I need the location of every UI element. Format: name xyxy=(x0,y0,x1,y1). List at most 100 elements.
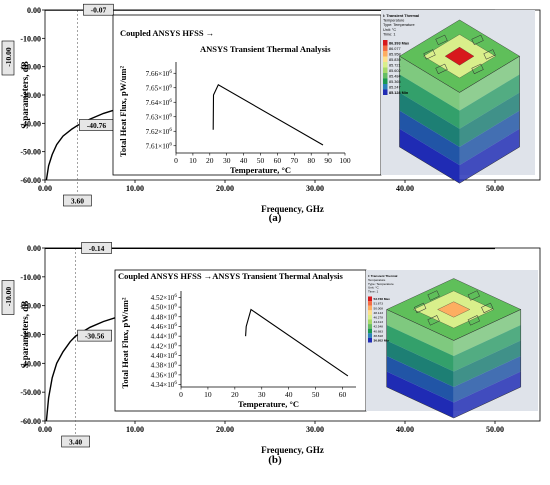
x-tick-label: 50.00 xyxy=(486,184,504,193)
inset-x-tick-label: 70 xyxy=(291,156,299,165)
inset-y-tick-exponent: 6 xyxy=(174,351,177,357)
y-tick-label: -50.00 xyxy=(20,388,41,397)
inset-x-label: Temperature, °C xyxy=(238,399,299,409)
thermal-legend-swatch xyxy=(383,84,388,90)
inset-y-tick-label: 4.34×106 xyxy=(151,380,178,389)
marker-top-label: -0.14 xyxy=(89,244,105,253)
thermal-legend-title: I: Transient Thermal xyxy=(383,14,419,18)
inset-y-tick-exponent: 6 xyxy=(174,303,177,309)
thermal-legend-line: Type: Temperature xyxy=(383,23,415,27)
panel-caption: (b) xyxy=(268,454,282,466)
thermal-legend-value: 40.683 xyxy=(374,329,384,333)
thermal-right-band xyxy=(459,92,520,147)
thermal-pad xyxy=(427,290,440,301)
thermal-legend-swatch xyxy=(383,67,388,73)
thermal-pad xyxy=(483,49,496,60)
thermal-right-band xyxy=(453,371,521,419)
y-marker-box xyxy=(1,280,15,315)
y-tick-label: -20.00 xyxy=(20,302,41,311)
thermal-legend-value: 53.738 Max xyxy=(374,297,391,301)
thermal-legend-value: 44.413 xyxy=(374,320,384,324)
thermal-legend-value: 48.143 xyxy=(374,311,384,315)
thermal-legend-value: 85.721 xyxy=(389,64,401,68)
thermal-legend-swatch xyxy=(368,301,372,306)
inset-y-tick-label: 7.65×106 xyxy=(146,83,173,92)
inset-subtitle: ANSYS Transient Thermal Analysis xyxy=(200,44,331,54)
inset-x-tick-label: 0 xyxy=(179,390,183,399)
thermal-legend-line: Time: 1 xyxy=(368,290,378,294)
thermal-legend-swatch xyxy=(368,296,372,302)
thermal-hotspot xyxy=(437,301,471,318)
thermal-left-band xyxy=(399,128,460,184)
x-tick-label: 50.00 xyxy=(486,425,504,434)
inset-y-tick-exponent: 6 xyxy=(174,312,177,318)
thermal-pad xyxy=(467,290,480,301)
thermal-pad xyxy=(414,302,427,314)
thermal-right-band xyxy=(459,56,520,111)
thermal-block-outline xyxy=(399,55,520,184)
inset-x-tick-label: 50 xyxy=(257,156,265,165)
inset-x-tick-label: 40 xyxy=(285,390,293,399)
inset-x-label: Temperature, °C xyxy=(230,165,291,175)
y-tick-label: -20.00 xyxy=(20,63,41,72)
inset-y-tick-label: 4.44×106 xyxy=(151,332,178,341)
thermal-legend-value: 50.008 xyxy=(374,306,384,310)
y-tick-label: 0.00 xyxy=(27,6,41,15)
x-axis-label: Frequency, GHz xyxy=(261,445,324,455)
y-tick-label: -60.00 xyxy=(20,176,41,185)
thermal-legend-swatch xyxy=(383,45,388,51)
thermal-right-band xyxy=(459,110,520,166)
marker-top-label: -0.07 xyxy=(91,6,107,15)
y-tick-label: -10.00 xyxy=(20,34,41,43)
thermal-legend-swatch xyxy=(383,73,388,79)
y-marker-label: -10.00 xyxy=(4,287,13,307)
x-tick-label: 20.00 xyxy=(216,184,234,193)
inset-x-tick-label: 40 xyxy=(240,156,248,165)
thermal-legend-line: Temperature xyxy=(368,278,386,282)
inset-y-tick-label: 4.46×106 xyxy=(151,322,178,331)
thermal-pad xyxy=(481,302,494,314)
thermal-legend-value: 85.839 xyxy=(389,58,401,62)
inset-x-tick-label: 30 xyxy=(223,156,231,165)
thermal-legend-line: Temperature xyxy=(383,19,404,23)
y-tick-label: -10.00 xyxy=(20,273,41,282)
inset-x-tick-label: 80 xyxy=(307,156,315,165)
inset-x-tick-label: 60 xyxy=(339,390,347,399)
thermal-legend-swatch xyxy=(368,333,372,338)
inset-y-label: Total Heat Flux, pW/um² xyxy=(120,297,130,388)
thermal-right-band xyxy=(459,74,520,129)
inset-title: Coupled ANSYS HFSS →ANSYS Transient Ther… xyxy=(118,271,344,281)
inset-x-tick-label: 0 xyxy=(174,156,178,165)
marker-top-box xyxy=(81,242,112,254)
thermal-legend-swatch xyxy=(383,56,388,62)
inset-y-tick-exponent: 6 xyxy=(169,141,172,147)
inset-y-tick-label: 4.50×106 xyxy=(151,303,178,312)
inset-y-tick-exponent: 6 xyxy=(174,293,177,299)
inset-y-tick-exponent: 6 xyxy=(169,83,172,89)
x-tick-label: 10.00 xyxy=(126,425,144,434)
thermal-hotspot xyxy=(444,46,475,66)
inset-y-tick-label: 4.52×106 xyxy=(151,293,178,302)
thermal-legend-line: Time: 1 xyxy=(383,32,396,36)
inset-y-tick-label: 7.66×106 xyxy=(146,69,173,78)
thermal-right-band xyxy=(453,356,521,403)
thermal-right-band xyxy=(453,309,521,357)
thermal-legend-value: 36.952 Min xyxy=(374,339,390,343)
thermal-right-band xyxy=(453,324,521,372)
thermal-legend-swatch xyxy=(368,328,372,334)
inset-x-tick-label: 10 xyxy=(189,156,197,165)
x-marker-box xyxy=(61,435,90,448)
thermal-pad xyxy=(471,63,484,75)
y-axis-label: S-parameters, dB xyxy=(20,61,30,129)
inset-y-tick-exponent: 6 xyxy=(174,322,177,328)
marker-top-box xyxy=(83,3,114,16)
inset-y-tick-exponent: 6 xyxy=(169,112,172,118)
y-tick-label: -60.00 xyxy=(20,417,41,426)
x-tick-label: 40.00 xyxy=(396,425,414,434)
inset-x-tick-label: 100 xyxy=(339,156,351,165)
thermal-left-band xyxy=(399,92,460,147)
inset-y-tick-label: 4.36×106 xyxy=(151,370,178,379)
thermal-legend-swatch xyxy=(368,324,372,329)
x-axis-label: Frequency, GHz xyxy=(261,204,324,214)
